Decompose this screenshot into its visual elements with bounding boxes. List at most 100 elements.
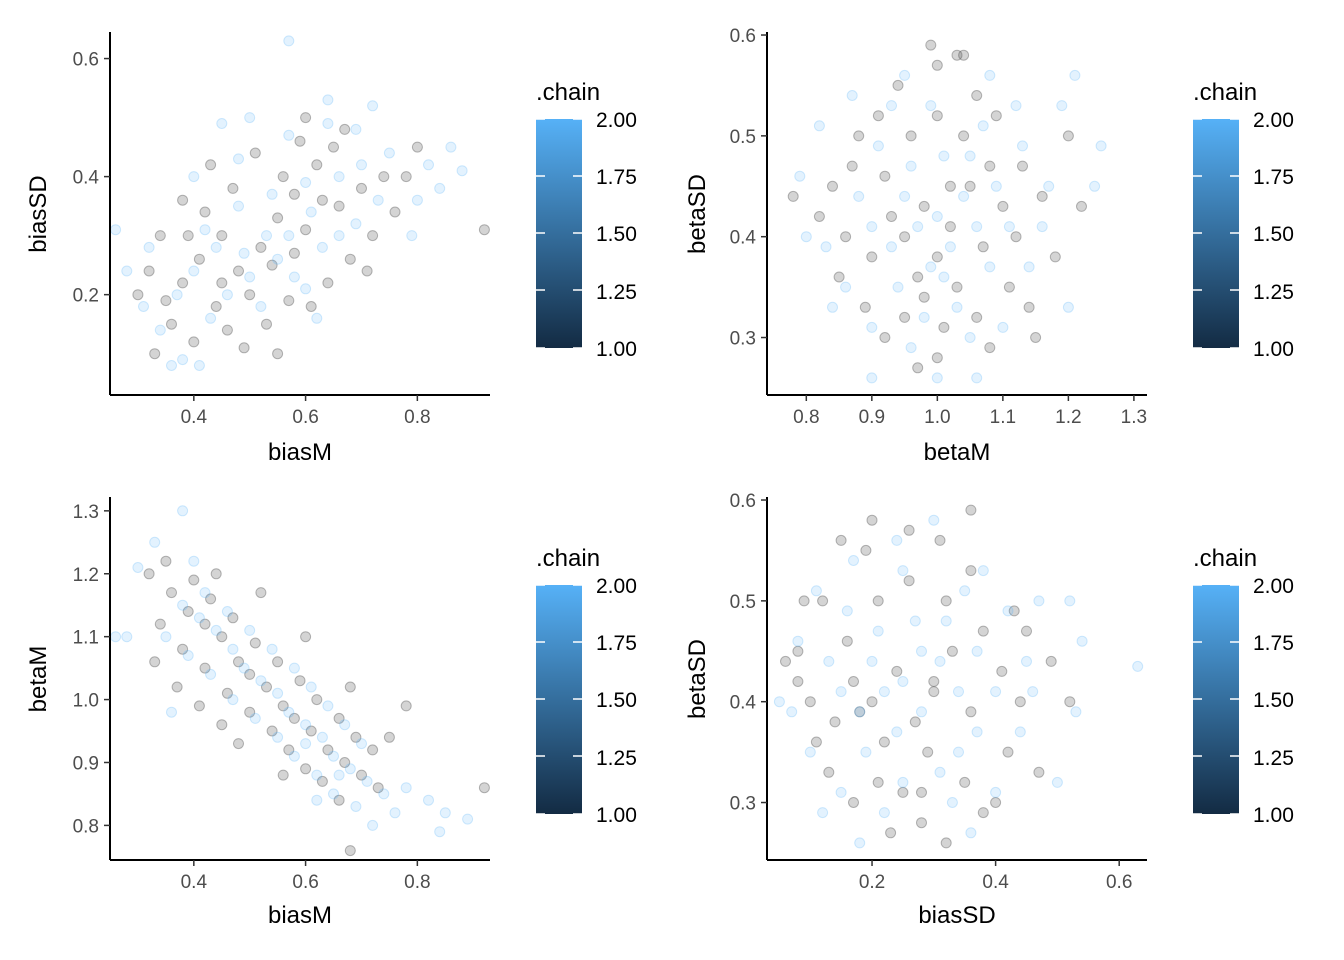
panel-1-chain-1-point-35 [361,265,373,277]
panel-3-chain-2-point-12 [361,775,373,787]
panel-3-chain-2-point-45 [311,794,323,806]
panel-3-chain-1-point-46 [478,782,490,794]
panel-2-chain-1-point-0 [899,231,911,243]
panel-1-y-axis-title: biasSD [25,175,52,252]
panel-1-chain-1-point-5 [272,212,284,224]
panel-4-chain-1-point-45 [940,837,952,849]
panel-4-chain-1-point-19 [916,786,927,798]
panel-4-chain-2-point-9 [909,615,921,627]
panel-2-chain-1-point-45 [990,110,1002,122]
panel-4-chain-2-point-43 [1051,776,1063,788]
panel-4-chain-2-point-36 [928,514,940,526]
panel-4-chain-2-point-35 [891,534,903,546]
legend-4-label-2-00: 2.00 [1253,575,1294,598]
panel-2-chain-2-point-20 [925,100,937,112]
panel-2-chain-2-point-47 [1010,100,1022,112]
panel-4-chain-2-point-4 [934,655,946,667]
panel-3-chain-2-point-43 [434,826,446,838]
panel-3-chain-1-point-48 [277,769,289,781]
panel-2-chain-2-point-11 [990,180,1002,192]
panel-1-chain-1-point-26 [160,295,172,307]
panel-1-chain-2-point-8 [221,289,233,301]
panel-3-chain-2-point-49 [333,769,345,781]
panel-1-chain-2-point-35 [138,301,149,312]
panel-3-chain-2-point-42 [462,813,474,825]
panel-2-chain-2-point-14 [951,301,963,313]
panel-1-chain-2-point-1 [210,241,222,253]
panel-2-chain-2-point-38 [1069,69,1081,81]
panel-3-chain-2-point-25 [205,668,217,680]
panel-3-chain-1-point-13 [372,782,384,794]
panel-3-chain-2-point-14 [199,587,211,599]
panel-1-chain-2-point-2 [238,247,250,259]
panel-1-chain-1-point-25 [188,336,200,348]
legend-4-label-1-00: 1.00 [1253,804,1294,827]
panel-4-y-tick-label-1: 0.4 [730,693,757,714]
panel-3-chain-2-point-8 [300,719,312,731]
panel-1-chain-2-point-31 [434,182,446,194]
panel-4-chain-1-point-7 [878,736,890,748]
panel-2-chain-2-point-41 [1062,301,1074,313]
panel-1-chain-1-point-1 [193,253,205,265]
panel-4-chain-1-point-24 [817,595,829,607]
panel-3-chain-1-point-40 [210,568,222,580]
panel-4-chain-2-point-8 [872,625,884,637]
panel-1-chain-1-point-45 [400,171,412,183]
legend-3-label-1-00: 1.00 [596,804,637,827]
panel-4-chain-2-point-25 [990,786,1002,798]
panel-2-chain-1-point-19 [938,321,950,333]
panel-2-chain-2-point-1 [931,211,943,222]
panel-3-chain-1-point-44 [383,731,395,743]
panel-3-chain-2-point-46 [166,706,177,718]
panel-1-chain-1-point-37 [238,342,250,354]
panel-2-chain-2-point-4 [958,190,970,202]
panel-1-chain-2-point-33 [110,224,122,236]
panel-3-chain-1-point-33 [333,794,345,806]
panel-3-chain-1-point-28 [244,706,256,718]
panel-1-chain-2-point-9 [199,224,211,236]
panel-2-chain-1-point-15 [997,200,1009,212]
panel-3-chain-1-point-45 [400,700,412,712]
panel-2-chain-2-point-28 [866,321,878,333]
panel-1-chain-2-point-3 [261,230,272,242]
panel-1-chain-2-point-14 [300,177,312,188]
panel-3-chain-1-point-25 [177,643,189,655]
panel-3-chain-1-point-8 [288,712,300,724]
panel-2-chain-2-point-3 [925,261,937,273]
panel-3-chain-2-point-21 [339,719,351,731]
panel-2-chain-2-point-5 [971,221,983,233]
panel-2-chain-2-point-26 [964,332,976,343]
panel-4-y-tick-label-2: 0.5 [730,592,756,613]
panel-3-chain-2-point-40 [423,794,434,806]
panel-3-chain-2-point-20 [322,700,334,712]
panel-1-chain-2-point-30 [411,194,423,206]
panel-2-chain-2-point-25 [997,321,1009,333]
panel-1-chain-2-point-43 [311,312,323,324]
panel-3-chain-1-point-3 [216,631,228,643]
panel-2-chain-2-point-16 [892,281,904,293]
panel-4-chain-1-point-38 [792,676,804,687]
panel-4-chain-2-point-26 [946,797,958,808]
panel-2-chain-1-point-28 [971,90,983,101]
panel-1-chain-2-point-16 [350,218,362,230]
panel-4-chain-1-point-44 [990,797,1002,808]
panel-3-chain-1-point-32 [316,775,328,787]
panel-1-chain-2-point-23 [166,360,177,371]
panel-3-x-tick-label-0: 0.4 [181,872,208,893]
panel-4-points [773,504,1144,849]
panel-1-chain-2-point-34 [121,265,133,277]
panel-2-chain-2-point-48 [886,100,897,112]
panel-4-chain-2-point-0 [878,686,890,698]
panel-3-chain-2-point-11 [344,763,356,775]
panel-3-chain-1-point-39 [160,555,172,567]
panel-1-chain-2-point-19 [288,271,300,283]
panel-1-chain-1-point-2 [216,230,228,242]
panel-3-chain-1-point-16 [227,612,239,624]
panel-4-chain-1-point-42 [835,534,847,546]
panel-1-x-tick-label-1: 0.6 [292,407,318,428]
panel-2-chain-1-point-22 [840,231,852,243]
panel-1-chain-2-point-49 [333,230,345,242]
panel-2-chain-2-point-43 [866,372,878,384]
panel-2-chain-1-point-29 [1017,160,1028,172]
panel-1-chain-1-point-20 [344,253,356,265]
